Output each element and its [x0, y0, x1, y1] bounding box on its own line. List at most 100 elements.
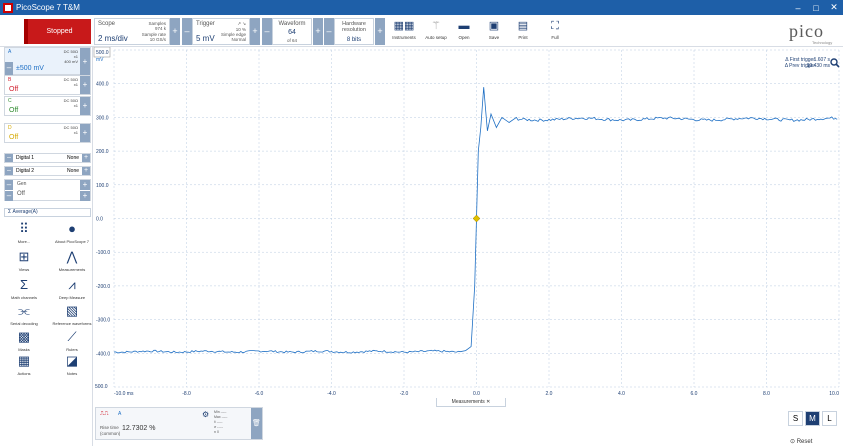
reset-icon: ⊙ — [790, 439, 796, 445]
scope-view[interactable]: 400.0 300.0 200.0 100.0 0.0 -100.0 -200.0 -300.… — [93, 47, 843, 398]
gear-icon[interactable]: ⚙ — [202, 410, 210, 419]
serial-icon: ⫘ — [18, 303, 30, 318]
reference-waveforms-button[interactable]: ▧ Reference waveforms — [52, 304, 92, 332]
channel-b-name: B — [8, 77, 12, 83]
print-icon: ▤ — [517, 20, 529, 32]
notes-button[interactable]: ◪ Notes — [52, 354, 92, 382]
waveform-count: of 64 — [286, 38, 297, 43]
views-button[interactable]: ⊞ Views — [4, 250, 44, 278]
y-top-label: 500.0 — [96, 50, 109, 56]
stat-mean-value: ----- — [216, 420, 223, 424]
stat-sigma-value: ----- — [217, 425, 223, 429]
digital-2-row[interactable]: – Digital 2 None + — [4, 166, 91, 176]
size-selector: S M L — [788, 411, 837, 426]
trash-icon[interactable]: 🗑 — [251, 408, 262, 439]
more-button[interactable]: ⠿ More... — [4, 222, 44, 250]
measurements-tab-label: Measurements — [451, 399, 485, 405]
resolution-control[interactable]: Hardware resolution 8 bits — [334, 18, 374, 45]
print-button[interactable]: ▤ Print — [508, 18, 538, 45]
gen-state-minus[interactable]: – — [5, 191, 13, 201]
channel-c-plus[interactable]: + — [80, 97, 90, 115]
size-l-button[interactable]: L — [822, 411, 837, 426]
y-tick-label: -200.0 — [96, 284, 110, 290]
trigger-pct: 10 % — [235, 27, 246, 32]
serial-decoding-label: Serial decoding — [10, 321, 38, 326]
channel-c[interactable]: C DC 50Ω x1 Off + — [4, 96, 91, 116]
channel-a-bw: 400 mV — [64, 59, 78, 64]
about-button[interactable]: ● About PicoScope 7 — [52, 222, 92, 250]
masks-button[interactable]: ▩ Masks — [4, 330, 44, 358]
channel-a-coupling: DC 50Ω — [63, 49, 78, 54]
measurements-tab-close[interactable]: ✕ — [486, 399, 491, 405]
measurement-name: Rise time — [100, 425, 119, 430]
trigger-minus-button[interactable]: – — [182, 18, 192, 45]
reset-label: Reset — [796, 439, 813, 445]
digital-1-minus[interactable]: – — [5, 154, 13, 162]
digital-2-minus[interactable]: – — [5, 167, 13, 175]
channel-d-probe: x1 — [73, 130, 78, 135]
save-button[interactable]: ▣ Save — [479, 18, 509, 45]
trigger-plus-button[interactable]: + — [250, 18, 260, 45]
digital-1-row[interactable]: – Digital 1 None + — [4, 153, 91, 163]
ruler-icon: ⟋ — [67, 329, 77, 344]
measurements-button[interactable]: ⋀ Measurements — [52, 250, 92, 278]
gen-plus[interactable]: + — [80, 180, 90, 190]
rulers-button[interactable]: ⟋ Rulers — [52, 330, 92, 358]
close-button[interactable]: ✕ — [830, 2, 838, 12]
maximize-button[interactable]: □ — [813, 2, 819, 13]
resolution-plus-button[interactable]: + — [375, 18, 385, 45]
auto-setup-button[interactable]: ⚚ Auto setup — [421, 18, 451, 45]
timebase-control[interactable]: Scope 2 ms/div Samples 974 k Sample rate 1… — [94, 18, 170, 45]
instruments-label: Instruments — [392, 35, 416, 40]
trigger-control[interactable]: Trigger 5 mV ↗ ↘ 10 % Simple edge Normal — [192, 18, 250, 45]
measure-icon: ⋀ — [66, 249, 78, 264]
math-channel-average[interactable]: Σ Average(A) — [4, 208, 91, 217]
channel-a-minus[interactable]: – — [5, 62, 13, 75]
x-tick-label: -8.0 — [182, 391, 191, 397]
instruments-button[interactable]: ▦▦ Instruments — [389, 18, 419, 45]
actions-button[interactable]: ▦ Actions — [4, 354, 44, 382]
deep-measure-button[interactable]: ⩘ Deep Measure — [52, 278, 92, 306]
timebase-plus-button[interactable]: + — [170, 18, 180, 45]
gen-minus[interactable]: – — [5, 180, 13, 190]
gen-control[interactable]: – Gen – Off + + — [4, 179, 91, 201]
measurement-card[interactable]: ⎍⎍ A Rise time (common) 12.7302 % ⚙ Min … — [95, 407, 263, 440]
waveform-control[interactable]: Waveform 64 of 64 — [272, 18, 312, 45]
resolution-minus-button[interactable]: – — [324, 18, 334, 45]
size-m-button[interactable]: M — [805, 411, 820, 426]
gen-state-plus[interactable]: + — [80, 191, 90, 201]
channel-a[interactable]: A DC 50Ω x1 400 mV ±500 mV – + — [4, 47, 91, 75]
run-stop-button[interactable]: Stopped — [24, 19, 91, 44]
channel-a-plus[interactable]: + — [80, 48, 90, 75]
serial-decoding-button[interactable]: ⫘ Serial decoding — [4, 304, 44, 332]
instruments-icon: ▦▦ — [393, 20, 415, 32]
digital-2-plus[interactable]: + — [82, 167, 90, 175]
measurements-tab[interactable]: Measurements ✕ — [436, 398, 506, 407]
size-s-button[interactable]: S — [788, 411, 803, 426]
fullscreen-label: Full — [551, 35, 559, 40]
about-label: About PicoScope 7 — [54, 239, 90, 244]
channel-b-plus[interactable]: + — [80, 76, 90, 94]
channel-b[interactable]: B DC 50Ω x1 Off + — [4, 75, 91, 95]
trigger-type: Normal — [231, 37, 246, 42]
channel-d[interactable]: D DC 50Ω x1 Off + — [4, 123, 91, 143]
y-tick-label: 0.0 — [96, 217, 103, 223]
stat-min-label: Min — [214, 410, 220, 414]
waveform-minus-button[interactable]: – — [262, 18, 272, 45]
trigger-marker[interactable] — [472, 214, 481, 223]
channel-d-plus[interactable]: + — [80, 124, 90, 142]
rise-time-icon: ⎍⎍ — [100, 411, 109, 417]
zoom-icon[interactable] — [830, 58, 840, 68]
timebase-value: 2 ms/div — [98, 34, 128, 43]
channel-d-state: Off — [9, 134, 19, 141]
digital-1-plus[interactable]: + — [82, 154, 90, 162]
stat-mean-label: x̄ — [214, 420, 216, 424]
prev-trigger-label: Δ Prev trigger — [785, 63, 816, 69]
math-channels-button[interactable]: Σ Math channels — [4, 278, 44, 306]
open-button[interactable]: ▬ Open — [449, 18, 479, 45]
waveform-plus-button[interactable]: + — [313, 18, 323, 45]
minimize-button[interactable]: – — [795, 2, 801, 13]
reset-button[interactable]: ⊙ Reset — [790, 438, 812, 445]
y-top-label-box[interactable] — [93, 47, 111, 58]
fullscreen-button[interactable]: ⛶ Full — [540, 18, 570, 45]
